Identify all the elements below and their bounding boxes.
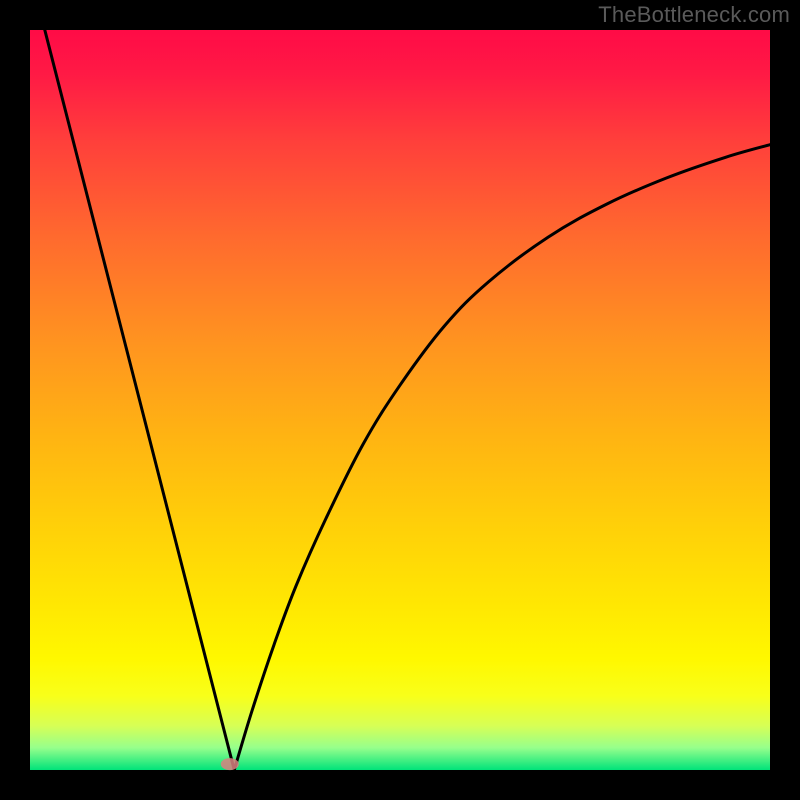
optimal-point-marker [221,758,239,770]
watermark-text: TheBottleneck.com [598,2,790,28]
chart-container: { "watermark": "TheBottleneck.com", "cha… [0,0,800,800]
bottleneck-chart [0,0,800,800]
